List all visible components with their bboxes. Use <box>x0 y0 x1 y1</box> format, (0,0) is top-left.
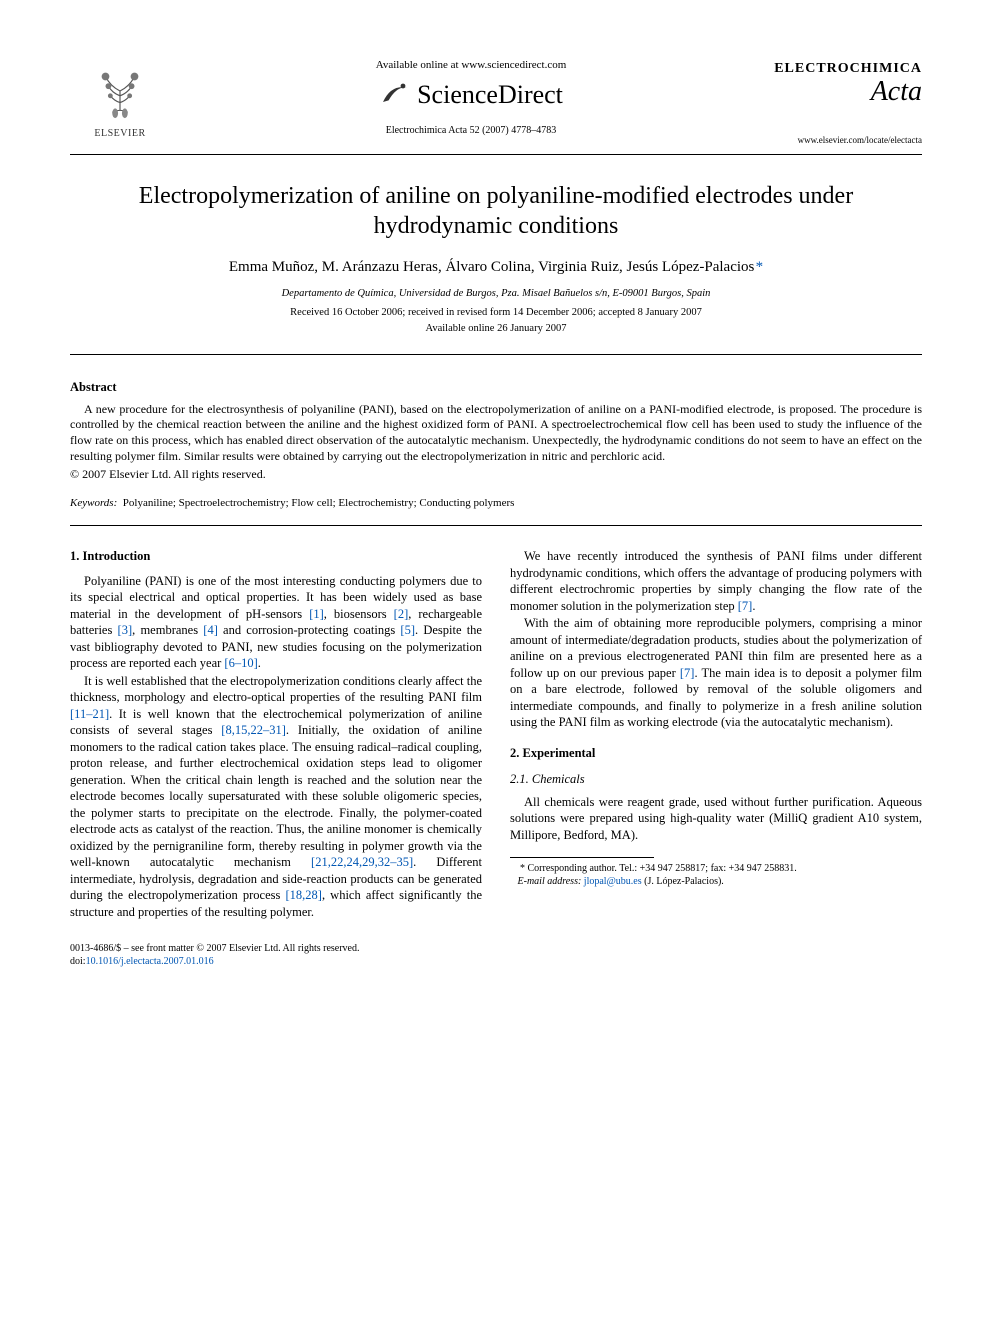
dates-received: Received 16 October 2006; received in re… <box>70 306 922 320</box>
ref-link-3[interactable]: [3] <box>118 623 133 637</box>
abstract-heading: Abstract <box>70 379 922 396</box>
journal-url: www.elsevier.com/locate/electacta <box>772 134 922 146</box>
authors-line: Emma Muñoz, M. Aránzazu Heras, Álvaro Co… <box>70 257 922 277</box>
footnote-email-label: E-mail address: <box>518 876 582 887</box>
sciencedirect-text: ScienceDirect <box>417 77 563 112</box>
footnote-text: Corresponding author. Tel.: +34 947 2588… <box>525 863 797 874</box>
footnote-email-tail: (J. López-Palacios). <box>642 876 724 887</box>
ref-link-21-35[interactable]: [21,22,24,29,32–35] <box>311 855 413 869</box>
section-2-heading: 2. Experimental <box>510 745 922 762</box>
intro-paragraph-1: Polyaniline (PANI) is one of the most in… <box>70 573 482 672</box>
corresponding-marker-link[interactable]: * <box>756 259 764 275</box>
keywords-label: Keywords: <box>70 497 117 509</box>
journal-logo-block: ELECTROCHIMICA Acta www.elsevier.com/loc… <box>772 58 922 146</box>
chemicals-paragraph-1: All chemicals were reagent grade, used w… <box>510 794 922 844</box>
ref-link-18-28[interactable]: [18,28] <box>285 888 321 902</box>
ref-link-2[interactable]: [2] <box>394 607 409 621</box>
title-rule <box>70 354 922 355</box>
corresponding-author: Jesús López-Palacios <box>626 259 754 275</box>
keywords-text: Polyaniline; Spectroelectrochemistry; Fl… <box>123 497 515 509</box>
sciencedirect-swoosh-icon <box>379 78 411 110</box>
footnote-email-link[interactable]: jlopal@ubu.es <box>584 876 642 887</box>
corresponding-footnote: * Corresponding author. Tel.: +34 947 25… <box>510 862 922 888</box>
intro-paragraph-3: We have recently introduced the synthesi… <box>510 548 922 614</box>
footnote-rule <box>510 857 654 858</box>
keywords-line: Keywords: Polyaniline; Spectroelectroche… <box>70 496 922 511</box>
affiliation: Departamento de Química, Universidad de … <box>70 287 922 301</box>
section-1-heading: 1. Introduction <box>70 548 482 565</box>
citation-line: Electrochimica Acta 52 (2007) 4778–4783 <box>170 124 772 138</box>
footer-front-matter: 0013-4686/$ – see front matter © 2007 El… <box>70 942 922 955</box>
elsevier-tree-icon <box>91 62 149 120</box>
intro-paragraph-4: With the aim of obtaining more reproduci… <box>510 615 922 731</box>
publisher-name: ELSEVIER <box>70 127 170 141</box>
header-rule <box>70 154 922 155</box>
ref-link-7b[interactable]: [7] <box>680 666 695 680</box>
ref-link-11-21[interactable]: [11–21] <box>70 707 109 721</box>
ref-link-7a[interactable]: [7] <box>738 599 753 613</box>
page-header: ELSEVIER Available online at www.science… <box>70 58 922 146</box>
dates-online: Available online 26 January 2007 <box>70 322 922 336</box>
abstract-rule <box>70 525 922 526</box>
abstract-text: A new procedure for the electrosynthesis… <box>70 402 922 464</box>
ref-link-1[interactable]: [1] <box>309 607 324 621</box>
available-online-text: Available online at www.sciencedirect.co… <box>170 58 772 73</box>
ref-link-8-15-22-31[interactable]: [8,15,22–31] <box>221 723 286 737</box>
section-2-1-heading: 2.1. Chemicals <box>510 771 922 788</box>
publisher-logo-block: ELSEVIER <box>70 58 170 140</box>
ref-link-5[interactable]: [5] <box>400 623 415 637</box>
ref-link-6-10[interactable]: [6–10] <box>224 656 257 670</box>
body-columns: 1. Introduction Polyaniline (PANI) is on… <box>70 548 922 920</box>
article-title: Electropolymerization of aniline on poly… <box>110 181 882 241</box>
journal-name-bottom: Acta <box>772 79 922 104</box>
authors-prefix: Emma Muñoz, M. Aránzazu Heras, Álvaro Co… <box>229 259 627 275</box>
doi-label: doi: <box>70 956 86 967</box>
sciencedirect-logo: ScienceDirect <box>170 77 772 112</box>
page-footer: 0013-4686/$ – see front matter © 2007 El… <box>70 942 922 968</box>
doi-link[interactable]: 10.1016/j.electacta.2007.01.016 <box>86 956 214 967</box>
header-center: Available online at www.sciencedirect.co… <box>170 58 772 137</box>
abstract-copyright: © 2007 Elsevier Ltd. All rights reserved… <box>70 466 922 482</box>
abstract-section: Abstract A new procedure for the electro… <box>70 379 922 482</box>
intro-paragraph-2: It is well established that the electrop… <box>70 673 482 921</box>
ref-link-4[interactable]: [4] <box>203 623 218 637</box>
